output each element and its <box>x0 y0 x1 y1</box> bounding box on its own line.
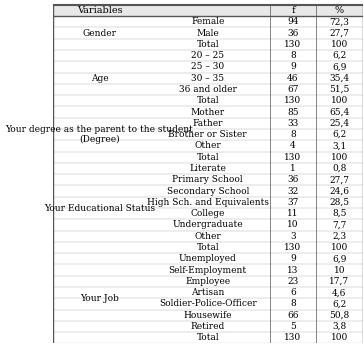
Text: Artisan: Artisan <box>191 288 225 297</box>
Text: 100: 100 <box>331 40 348 49</box>
Text: 94: 94 <box>287 17 299 26</box>
Text: 27,7: 27,7 <box>329 29 349 38</box>
Text: 10: 10 <box>334 266 345 275</box>
Text: 30 – 35: 30 – 35 <box>191 74 224 83</box>
Text: 25 – 30: 25 – 30 <box>191 62 224 71</box>
Text: 67: 67 <box>287 85 299 94</box>
Text: 1: 1 <box>290 164 296 173</box>
Text: 8,5: 8,5 <box>332 209 347 218</box>
Text: Self-Employment: Self-Employment <box>169 266 247 275</box>
Text: 3,1: 3,1 <box>332 141 347 150</box>
Text: %: % <box>335 6 344 15</box>
Text: 11: 11 <box>287 209 299 218</box>
Text: 100: 100 <box>331 243 348 252</box>
Text: 9: 9 <box>290 254 296 263</box>
Text: 24,6: 24,6 <box>329 187 349 196</box>
Text: 46: 46 <box>287 74 299 83</box>
Text: 51,5: 51,5 <box>329 85 349 94</box>
Bar <box>53 5 363 16</box>
Text: f: f <box>291 6 295 15</box>
Text: 130: 130 <box>284 40 301 49</box>
Text: 4: 4 <box>290 141 296 150</box>
Text: Variables: Variables <box>77 6 122 15</box>
Text: Literate: Literate <box>189 164 226 173</box>
Text: Retired: Retired <box>191 322 225 331</box>
Text: 5: 5 <box>290 322 296 331</box>
Text: Your Job: Your Job <box>80 294 119 303</box>
Text: 6,2: 6,2 <box>332 51 347 60</box>
Text: 36 and older: 36 and older <box>179 85 237 94</box>
Text: 25,4: 25,4 <box>329 119 349 128</box>
Text: 8: 8 <box>290 130 296 139</box>
Text: Total: Total <box>197 153 219 162</box>
Text: 65,4: 65,4 <box>329 108 349 117</box>
Text: Total: Total <box>197 243 219 252</box>
Text: 8: 8 <box>290 51 296 60</box>
Text: 6,2: 6,2 <box>332 130 347 139</box>
Text: Your Educational Status: Your Educational Status <box>44 204 155 213</box>
Text: Secondary School: Secondary School <box>167 187 249 196</box>
Text: Mother: Mother <box>191 108 225 117</box>
Text: 28,5: 28,5 <box>329 198 349 207</box>
Text: Gender: Gender <box>83 29 116 38</box>
Text: Other: Other <box>194 232 221 241</box>
Text: 6,2: 6,2 <box>332 299 347 308</box>
Text: 6: 6 <box>290 288 296 297</box>
Text: 37: 37 <box>287 198 298 207</box>
Text: 4,6: 4,6 <box>332 288 347 297</box>
Text: 33: 33 <box>287 119 298 128</box>
Text: 13: 13 <box>287 266 298 275</box>
Text: 27,7: 27,7 <box>329 175 349 184</box>
Text: Total: Total <box>197 96 219 105</box>
Text: Female: Female <box>191 17 225 26</box>
Text: Undergraduate: Undergraduate <box>173 220 243 229</box>
Text: 100: 100 <box>331 333 348 342</box>
Text: 130: 130 <box>284 153 301 162</box>
Text: 23: 23 <box>287 277 298 286</box>
Text: 9: 9 <box>290 62 296 71</box>
Text: 36: 36 <box>287 29 298 38</box>
Text: Male: Male <box>197 29 219 38</box>
Text: Unemployed: Unemployed <box>179 254 237 263</box>
Text: 130: 130 <box>284 96 301 105</box>
Text: 3,8: 3,8 <box>332 322 347 331</box>
Text: College: College <box>191 209 225 218</box>
Text: 0,8: 0,8 <box>332 164 347 173</box>
Text: 35,4: 35,4 <box>329 74 349 83</box>
Text: Total: Total <box>197 40 219 49</box>
Text: 7,7: 7,7 <box>332 220 347 229</box>
Text: 3: 3 <box>290 232 296 241</box>
Text: 10: 10 <box>287 220 299 229</box>
Text: 50,8: 50,8 <box>329 311 349 320</box>
Text: 17,7: 17,7 <box>329 277 349 286</box>
Text: Employee: Employee <box>185 277 230 286</box>
Text: 130: 130 <box>284 333 301 342</box>
Text: Housewife: Housewife <box>183 311 232 320</box>
Text: 20 – 25: 20 – 25 <box>191 51 224 60</box>
Text: 72,3: 72,3 <box>329 17 349 26</box>
Text: 100: 100 <box>331 153 348 162</box>
Text: Soldier-Police-Officer: Soldier-Police-Officer <box>159 299 257 308</box>
Text: 66: 66 <box>287 311 299 320</box>
Text: 2,3: 2,3 <box>332 232 347 241</box>
Text: 36: 36 <box>287 175 298 184</box>
Text: 6,9: 6,9 <box>332 62 347 71</box>
Text: Father: Father <box>193 119 223 128</box>
Text: 130: 130 <box>284 243 301 252</box>
Text: Total: Total <box>197 333 219 342</box>
Text: 100: 100 <box>331 96 348 105</box>
Text: High Sch. and Equivalents: High Sch. and Equivalents <box>147 198 269 207</box>
Text: 6,9: 6,9 <box>332 254 347 263</box>
Text: Brother or Sister: Brother or Sister <box>169 130 247 139</box>
Text: 32: 32 <box>287 187 298 196</box>
Text: Other: Other <box>194 141 221 150</box>
Text: Age: Age <box>91 74 108 83</box>
Text: 85: 85 <box>287 108 299 117</box>
Text: 8: 8 <box>290 299 296 308</box>
Text: Your degree as the parent to the student
(Degree): Your degree as the parent to the student… <box>5 125 193 145</box>
Text: Primary School: Primary School <box>173 175 243 184</box>
